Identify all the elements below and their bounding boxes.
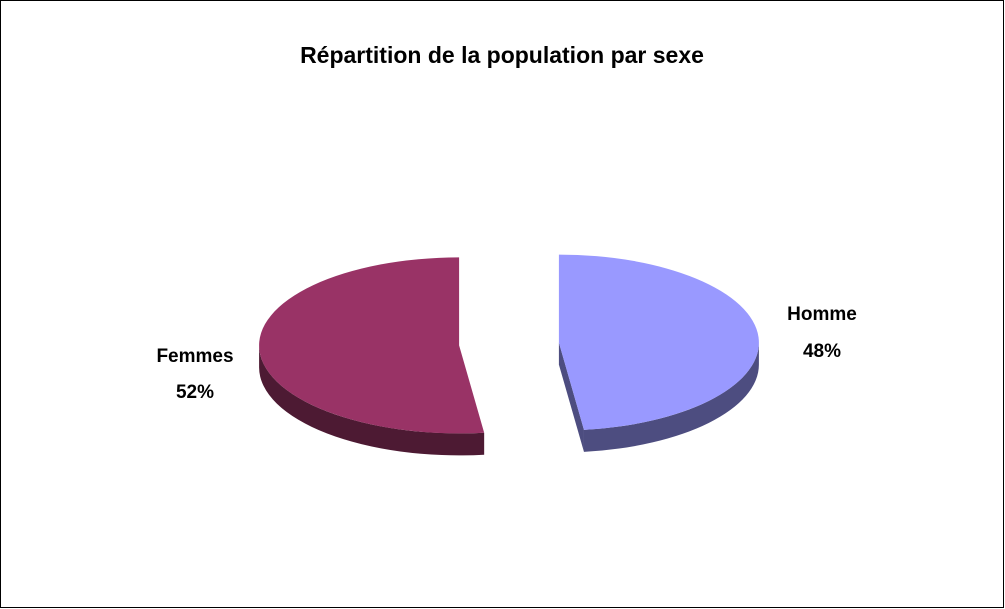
slice xyxy=(259,257,485,434)
chart-title: Répartition de la population par sexe xyxy=(300,42,704,68)
value-label: 52% xyxy=(176,382,214,403)
slice xyxy=(558,254,759,430)
value-label: 48% xyxy=(803,341,841,362)
slice-cut xyxy=(558,342,584,452)
slice-side xyxy=(259,345,485,456)
category-label: Femmes xyxy=(156,346,233,367)
category-label: Homme xyxy=(787,304,857,325)
slice-side xyxy=(583,342,759,452)
